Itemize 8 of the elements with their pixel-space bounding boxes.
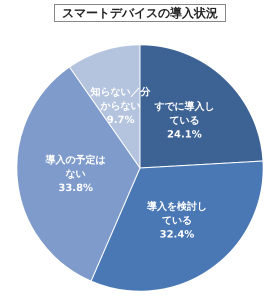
slice-label: 導入の予定はない — [44, 154, 106, 180]
data-label: 32.4% — [160, 229, 194, 240]
data-label: 24.1% — [167, 130, 202, 141]
chart-title: スマートデバイスの導入状況 — [62, 6, 218, 20]
slice-label: 導入を検討している — [146, 200, 207, 226]
data-label: 9.7% — [106, 114, 134, 126]
slice-label: すでに導入している — [153, 100, 214, 127]
data-label: 33.8% — [58, 182, 94, 194]
